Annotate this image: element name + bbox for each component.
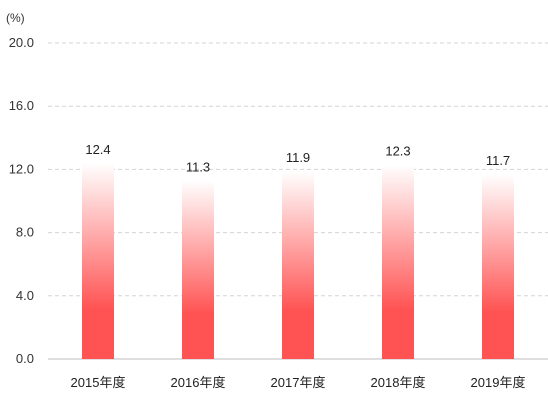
bar-value-label: 12.3: [385, 144, 410, 159]
x-category-label: 2019年度: [471, 375, 526, 390]
x-axis-categories: 2015年度 2016年度 2017年度 2018年度 2019年度: [71, 375, 526, 390]
y-tick-label: 0.0: [16, 351, 34, 366]
bar-value-label: 11.3: [186, 159, 210, 174]
y-axis-ticks: 0.0 4.0 8.0 12.0 16.0 20.0: [9, 35, 34, 366]
bars: [82, 163, 514, 359]
y-tick-label: 8.0: [16, 225, 34, 240]
bar: [82, 163, 114, 359]
y-axis-unit-label: (%): [6, 11, 25, 25]
x-category-label: 2018年度: [371, 375, 426, 390]
bar-value-label: 11.7: [486, 153, 510, 168]
y-tick-label: 4.0: [16, 288, 34, 303]
x-category-label: 2016年度: [171, 375, 226, 390]
y-tick-label: 20.0: [9, 35, 34, 50]
x-category-label: 2015年度: [71, 375, 126, 390]
bar: [182, 180, 214, 359]
bar: [482, 174, 514, 359]
y-tick-label: 12.0: [9, 161, 34, 176]
bar: [382, 164, 414, 359]
data-labels: 12.4 11.3 11.9 12.3 11.7: [85, 142, 510, 174]
y-tick-label: 16.0: [9, 98, 34, 113]
bar: [282, 170, 314, 359]
bar-value-label: 12.4: [85, 142, 110, 157]
x-category-label: 2017年度: [271, 375, 326, 390]
bar-value-label: 11.9: [286, 150, 310, 165]
